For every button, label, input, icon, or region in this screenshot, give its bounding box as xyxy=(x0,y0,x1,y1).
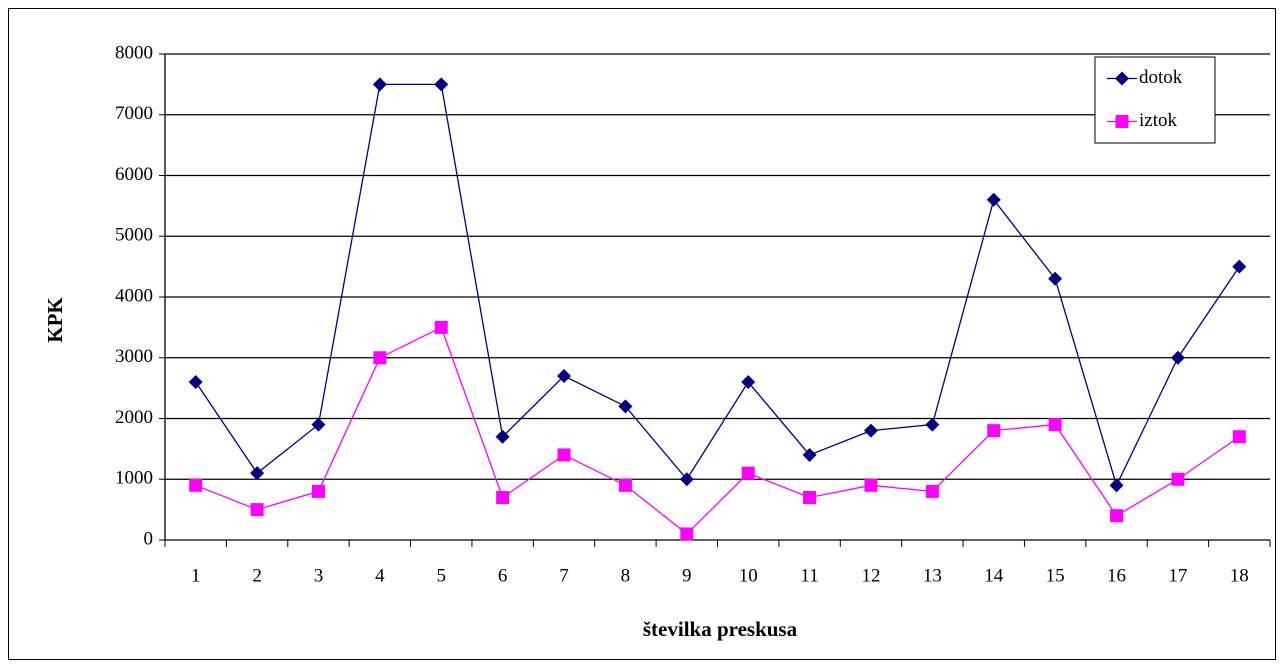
data-point xyxy=(1232,259,1247,274)
data-point xyxy=(925,484,939,498)
x-tick-label: 8 xyxy=(621,565,631,586)
x-tick-label: 13 xyxy=(923,565,942,586)
legend-marker xyxy=(1115,115,1129,128)
x-tick-label: 9 xyxy=(682,565,692,586)
x-tick-label: 2 xyxy=(252,565,262,586)
x-tick-label: 17 xyxy=(1168,565,1187,586)
x-tick-label: 5 xyxy=(437,565,447,586)
data-point xyxy=(1171,472,1185,486)
y-tick-label: 5000 xyxy=(115,225,153,246)
data-point xyxy=(1170,350,1185,365)
legend-label: dotok xyxy=(1139,67,1183,88)
data-point xyxy=(496,490,510,504)
data-point xyxy=(311,484,325,498)
data-point xyxy=(434,320,448,334)
y-tick-label: 8000 xyxy=(115,42,153,63)
data-point xyxy=(680,527,694,541)
legend-label: iztok xyxy=(1139,110,1177,131)
data-point xyxy=(1232,430,1246,444)
x-tick-label: 12 xyxy=(861,565,880,586)
data-point xyxy=(803,490,817,504)
data-point xyxy=(189,478,203,492)
data-point xyxy=(495,429,510,444)
y-tick-label: 2000 xyxy=(115,407,153,428)
y-tick-label: 4000 xyxy=(115,285,153,306)
x-tick-label: 14 xyxy=(984,565,1004,586)
y-tick-label: 6000 xyxy=(115,164,153,185)
data-point xyxy=(311,417,326,432)
x-tick-label: 1 xyxy=(191,565,201,586)
data-point xyxy=(741,466,755,480)
data-point xyxy=(1048,418,1062,432)
x-tick-label: 3 xyxy=(314,565,324,586)
data-point xyxy=(864,478,878,492)
data-point xyxy=(925,417,940,432)
x-axis-title: številka preskusa xyxy=(643,617,798,641)
data-point xyxy=(741,375,756,390)
data-point xyxy=(250,466,265,481)
series-line xyxy=(195,326,1240,535)
data-point xyxy=(557,448,571,462)
data-point xyxy=(802,447,817,462)
series-line xyxy=(195,83,1240,488)
data-point xyxy=(372,77,387,92)
x-tick-label: 16 xyxy=(1107,565,1126,586)
data-point xyxy=(250,503,264,517)
data-point xyxy=(679,472,694,487)
x-tick-label: 10 xyxy=(739,565,758,586)
y-tick-label: 3000 xyxy=(115,346,153,367)
data-point xyxy=(618,478,632,492)
y-tick-label: 0 xyxy=(144,528,154,549)
data-point xyxy=(373,351,387,365)
data-point xyxy=(188,375,203,390)
x-tick-label: 11 xyxy=(800,565,818,586)
y-axis-title: KPK xyxy=(43,297,67,343)
chart-border xyxy=(8,8,1276,660)
data-point xyxy=(987,424,1001,438)
legend-box xyxy=(1094,56,1216,144)
y-tick-label: 7000 xyxy=(115,103,153,124)
data-point xyxy=(434,77,449,92)
y-tick-label: 1000 xyxy=(115,468,153,489)
x-tick-label: 15 xyxy=(1046,565,1065,586)
data-point xyxy=(863,423,878,438)
data-point xyxy=(1110,509,1124,523)
data-point xyxy=(1048,271,1063,286)
data-point xyxy=(557,368,572,383)
data-point xyxy=(618,399,633,414)
legend-marker xyxy=(1115,71,1129,86)
x-tick-label: 4 xyxy=(375,565,385,586)
data-point xyxy=(986,192,1001,207)
x-tick-label: 18 xyxy=(1230,565,1249,586)
data-point xyxy=(1109,478,1124,493)
x-tick-label: 6 xyxy=(498,565,508,586)
x-tick-label: 7 xyxy=(559,565,569,586)
